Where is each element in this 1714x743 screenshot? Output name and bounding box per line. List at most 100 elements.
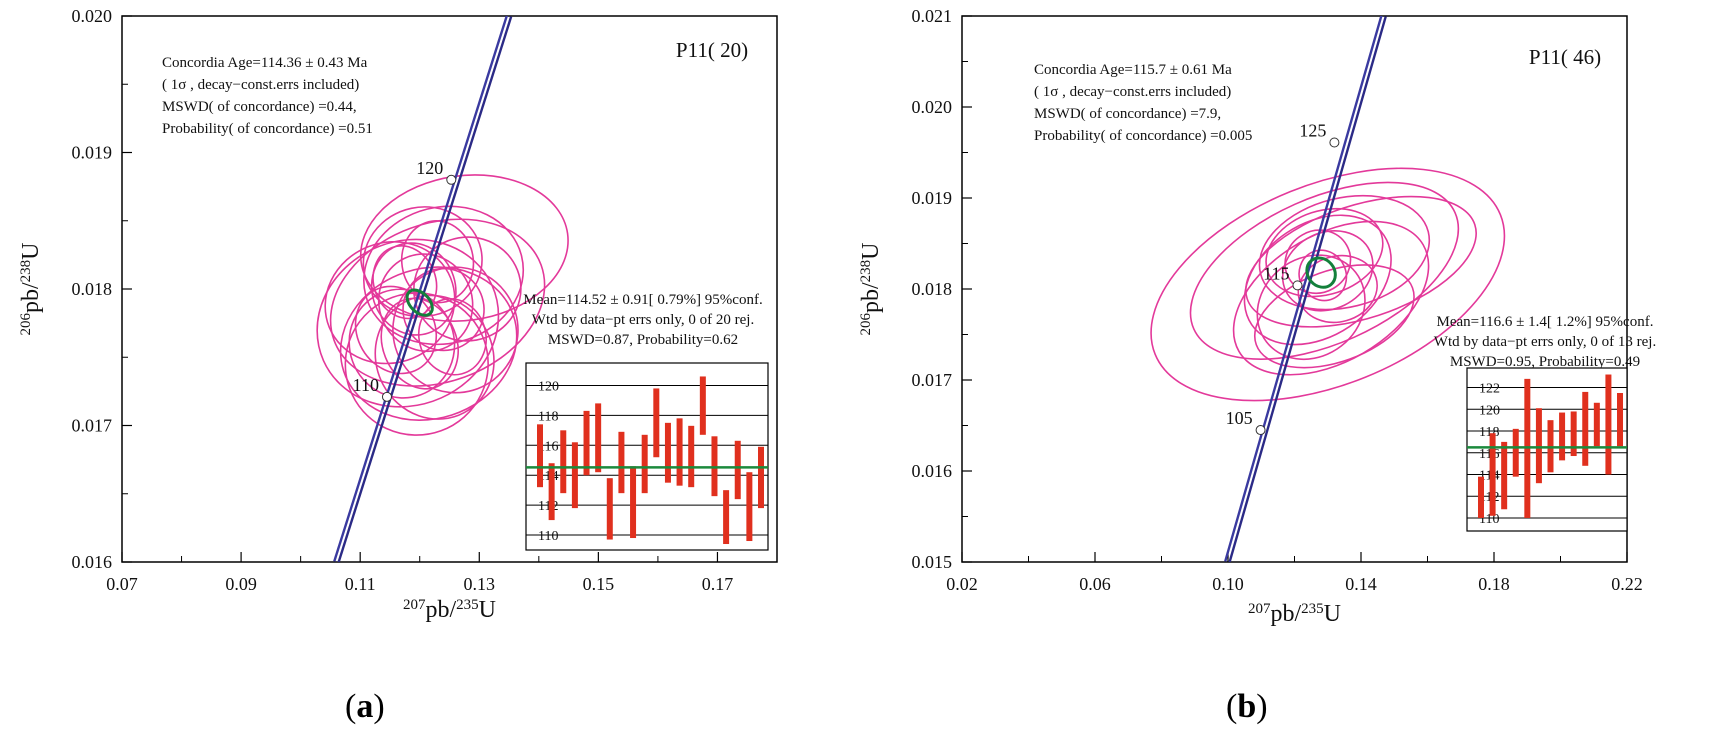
concordia-panel-a: 0.07 0.09 0.11 0.13 0.15 0.17 0.016 0.017 0.018 0… [18, 6, 778, 623]
weighted-mean-bar [606, 478, 613, 540]
x-axis-label: 207pb/235U [403, 597, 496, 623]
inset-tick-label: 120 [1479, 403, 1500, 418]
concordia-age-label: 105 [1226, 408, 1253, 428]
inset-tick-label: 112 [538, 499, 558, 514]
error-ellipse [1245, 195, 1477, 328]
weighted-mean-bar [746, 472, 753, 542]
error-ellipse [348, 288, 456, 399]
x-axis-label-sup: 235 [1301, 601, 1324, 617]
y-axis-label-text: pb/ [858, 282, 884, 313]
weighted-mean-bar [1593, 402, 1600, 447]
weighted-mean-bar [548, 463, 555, 521]
y-axis-label-sup: 206 [18, 313, 34, 336]
weighted-mean-bar [560, 430, 567, 494]
y-axis-label: 206pb/238U [18, 242, 44, 335]
x-axis-label-text: U [1324, 601, 1341, 627]
concordia-annotation-line: MSWD( of concordance) =7.9, [1034, 106, 1221, 122]
sample-label: P11( 46) [1529, 45, 1601, 69]
y-axis-label-text: U [18, 242, 44, 259]
panel-label-b: (b) [1226, 688, 1268, 725]
x-tick-label: 0.10 [1212, 574, 1244, 594]
concordia-age-ellipse [405, 288, 434, 317]
x-tick-label: 0.07 [106, 574, 138, 594]
x-tick-label: 0.14 [1345, 574, 1377, 594]
weighted-mean-bar [1512, 428, 1519, 477]
y-tick-label: 0.016 [912, 461, 953, 481]
concordia-annotation-line: Concordia Age=115.7 ± 0.61 Ma [1034, 62, 1232, 78]
x-axis-label-sup: 207 [1248, 601, 1271, 617]
concordia-age-ellipse [1305, 256, 1337, 289]
concordia-age-label: 110 [353, 375, 379, 395]
weighted-mean-bar [699, 376, 706, 435]
error-ellipse [1150, 167, 1506, 402]
concordia-annotation-line: MSWD( of concordance) =0.44, [162, 99, 357, 115]
x-tick-label: 0.11 [345, 574, 376, 594]
sample-label: P11( 20) [676, 38, 748, 62]
concordia-age-label: 125 [1299, 120, 1326, 140]
inset-title-line: Mean=116.6 ± 1.4[ 1.2%] 95%conf. [1437, 314, 1654, 330]
inset-title-line: Wtd by data−pt errs only, 0 of 20 rej. [532, 312, 754, 328]
error-ellipse [370, 242, 457, 336]
weighted-mean-bar [630, 466, 637, 539]
concordia-annotation-line: Concordia Age=114.36 ± 0.43 Ma [162, 55, 368, 71]
error-ellipse [354, 285, 438, 375]
weighted-mean-bar [723, 490, 730, 545]
error-ellipse [344, 292, 489, 436]
concordia-curve [1224, 16, 1383, 562]
inset-title-line: Mean=114.52 ± 0.91[ 0.79%] 95%conf. [523, 292, 762, 308]
weighted-mean-bar [595, 403, 602, 473]
error-ellipse [1189, 181, 1460, 360]
weighted-mean-bar [1478, 476, 1484, 518]
x-axis-label-sup: 207 [403, 597, 426, 613]
x-axis-label-sup: 235 [456, 597, 479, 613]
x-axis-label-text: pb/ [425, 597, 456, 623]
error-ellipse [1253, 264, 1415, 369]
weighted-mean-bar [1501, 441, 1508, 510]
concordia-age-label: 115 [1263, 263, 1289, 283]
inset-tick-label: 110 [538, 529, 558, 544]
error-ellipse [1243, 214, 1392, 346]
concordia-annotation-line: Probability( of concordance) =0.005 [1034, 128, 1252, 144]
y-axis-label-sup: 238 [858, 260, 874, 283]
x-tick-label: 0.18 [1478, 574, 1510, 594]
y-tick-label: 0.019 [912, 188, 953, 208]
inset-tick-label: 118 [538, 409, 558, 424]
error-ellipse [418, 298, 487, 376]
weighted-mean-bar [653, 388, 660, 458]
inset-title-line: MSWD=0.95, Probability=0.49 [1450, 354, 1640, 370]
concordia-curve [333, 16, 508, 562]
weighted-mean-bar [676, 418, 683, 486]
weighted-mean-bar [1559, 412, 1566, 461]
weighted-mean-bar [1489, 433, 1496, 516]
concordia-age-marker [1292, 280, 1303, 291]
weighted-mean-bar [734, 440, 741, 500]
error-ellipse [1258, 194, 1431, 311]
error-ellipse [324, 240, 456, 365]
inset-tick-label: 122 [1479, 382, 1500, 397]
concordia-age-marker [1255, 425, 1266, 436]
y-tick-label: 0.021 [912, 6, 953, 26]
concordia-curve [1228, 16, 1387, 562]
x-axis-label-text: pb/ [1270, 601, 1301, 627]
y-tick-label: 0.018 [72, 279, 113, 299]
concordia-age-marker [446, 174, 457, 185]
inset-tick-label: 120 [538, 379, 559, 394]
x-tick-label: 0.22 [1611, 574, 1643, 594]
y-axis-label: 206pb/238U [858, 242, 884, 335]
weighted-mean-bar [688, 425, 695, 488]
inset-tick-label: 118 [1479, 425, 1499, 440]
weighted-mean-bar [583, 410, 590, 476]
y-tick-label: 0.017 [912, 370, 953, 390]
error-ellipse [400, 220, 475, 304]
weighted-mean-bar [618, 431, 625, 494]
weighted-mean-bar [758, 446, 764, 509]
x-tick-label: 0.02 [946, 574, 978, 594]
y-tick-label: 0.020 [72, 6, 113, 26]
weighted-mean-bar [641, 434, 648, 494]
concordia-age-label: 120 [416, 158, 443, 178]
x-tick-label: 0.17 [702, 574, 734, 594]
error-ellipse [329, 218, 546, 387]
concordia-curve [337, 16, 513, 562]
